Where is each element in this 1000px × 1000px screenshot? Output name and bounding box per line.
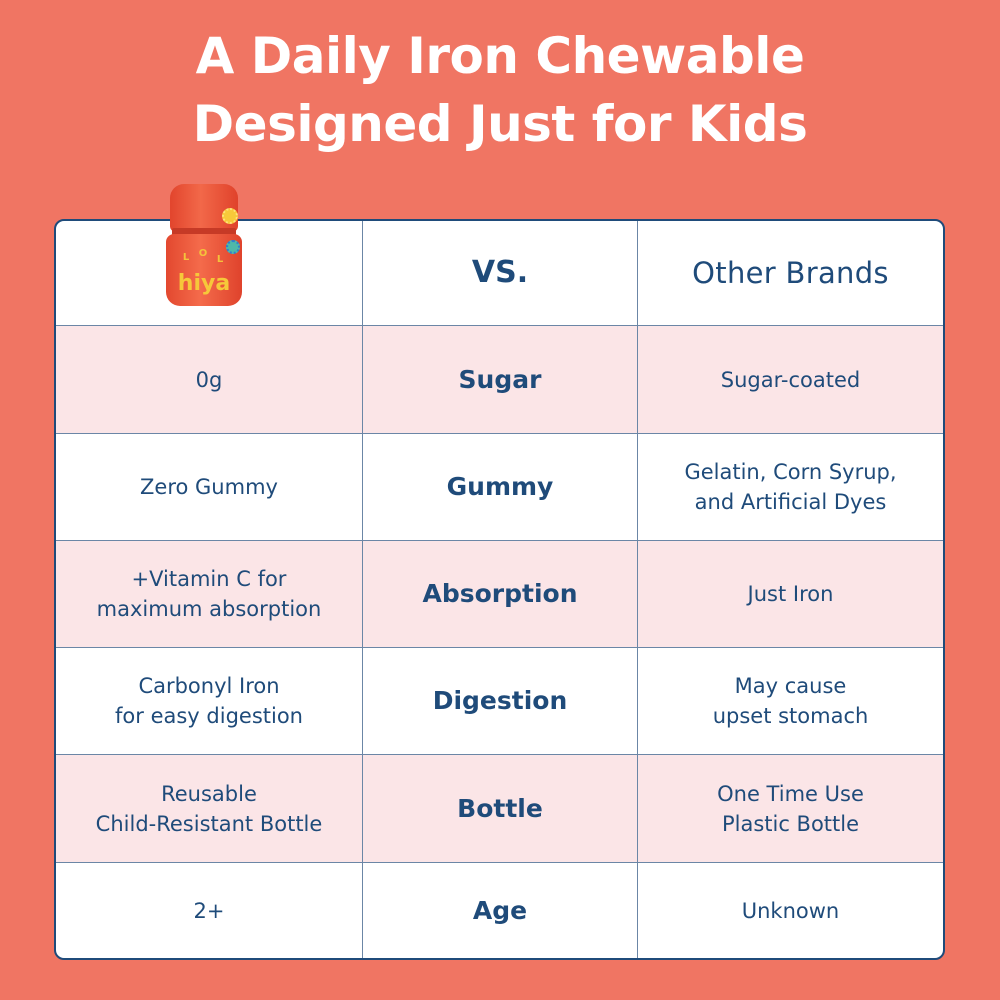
bottle-letter-1: L bbox=[182, 252, 190, 263]
feature-label: Digestion bbox=[363, 648, 638, 754]
star-sticker-icon bbox=[226, 240, 240, 254]
feature-label: Bottle bbox=[363, 755, 638, 862]
comparison-table: VS. Other Brands 0g Sugar Sugar-coated Z… bbox=[54, 219, 945, 960]
headline-line-1: A Daily Iron Chewable bbox=[195, 27, 805, 85]
hiya-value: 2+ bbox=[56, 863, 363, 958]
product-bottle-icon: L O L hiya bbox=[166, 184, 242, 306]
headline: A Daily Iron Chewable Designed Just for … bbox=[0, 22, 1000, 158]
table-header-row: VS. Other Brands bbox=[56, 221, 943, 325]
other-value: Gelatin, Corn Syrup, and Artificial Dyes bbox=[684, 460, 897, 514]
hiya-value: Zero Gummy bbox=[56, 434, 363, 540]
bottle-neck bbox=[172, 228, 236, 236]
header-product-cell bbox=[56, 221, 363, 325]
other-value: Unknown bbox=[741, 898, 840, 923]
feature-label: Age bbox=[363, 863, 638, 958]
table-row: +Vitamin C for maximum absorption Absorp… bbox=[56, 540, 943, 647]
sun-sticker-icon bbox=[222, 208, 238, 224]
other-value: Just Iron bbox=[747, 582, 834, 606]
other-value: One Time Use Plastic Bottle bbox=[717, 781, 864, 836]
header-other-brands: Other Brands bbox=[692, 256, 889, 290]
bottle-letter-3: L bbox=[216, 254, 224, 265]
hiya-value: Carbonyl Iron for easy digestion bbox=[56, 648, 363, 754]
table-row: Carbonyl Iron for easy digestion Digesti… bbox=[56, 647, 943, 754]
bottle-brand-logo: hiya bbox=[177, 271, 231, 296]
table-row: Zero Gummy Gummy Gelatin, Corn Syrup, an… bbox=[56, 433, 943, 540]
feature-label: Sugar bbox=[363, 326, 638, 433]
table-row: 2+ Age Unknown bbox=[56, 862, 943, 958]
hiya-value: 0g bbox=[56, 326, 363, 433]
table-row: Reusable Child-Resistant Bottle Bottle O… bbox=[56, 754, 943, 862]
table-row: 0g Sugar Sugar-coated bbox=[56, 325, 943, 433]
header-vs: VS. bbox=[363, 221, 638, 325]
headline-line-2: Designed Just for Kids bbox=[192, 95, 808, 153]
other-value: May cause upset stomach bbox=[712, 674, 869, 728]
other-value: Sugar-coated bbox=[720, 367, 861, 392]
hiya-value: +Vitamin C for maximum absorption bbox=[56, 541, 363, 647]
bottle-letter-2: O bbox=[198, 248, 208, 259]
feature-label: Absorption bbox=[363, 541, 638, 647]
feature-label: Gummy bbox=[363, 434, 638, 540]
hiya-value: Reusable Child-Resistant Bottle bbox=[56, 755, 363, 862]
